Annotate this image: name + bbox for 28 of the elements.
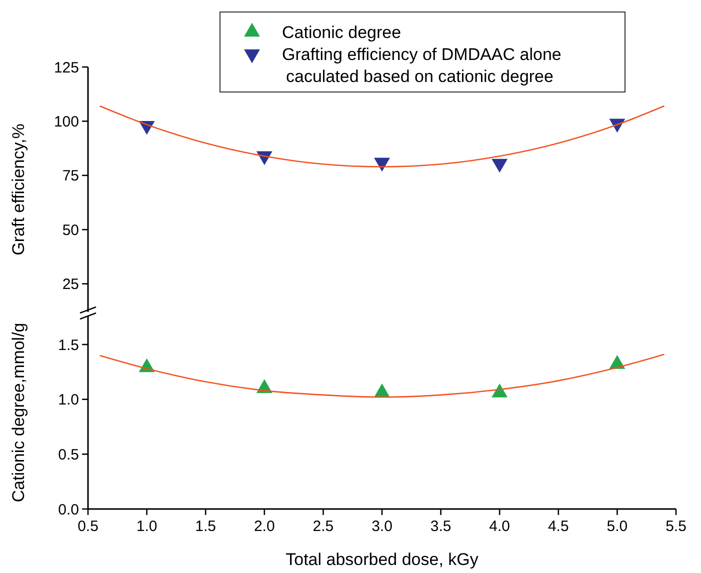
y-tick-label: 25 (62, 276, 79, 294)
legend-label: Cationic degree (282, 22, 402, 42)
line-series (99, 354, 665, 398)
point (492, 158, 508, 173)
y-tick-label: 1.0 (58, 392, 79, 409)
x-axis-title: Total absorbed dose, kGy (286, 550, 479, 569)
y-tick-label: 125 (54, 59, 79, 76)
y-tick-label: 0.0 (58, 501, 79, 518)
x-tick-label: 2.5 (312, 518, 334, 535)
y-tick-label: 0.5 (58, 446, 79, 464)
x-tick-label: 3.5 (430, 518, 452, 535)
x-tick-label: 1.0 (136, 518, 158, 535)
legend-label: Grafting efficiency of DMDAAC alone caculated based on cationic degree (282, 44, 562, 86)
y-axis-title: Graft efficiency,% (9, 124, 28, 256)
y-tick-label: 50 (62, 222, 79, 239)
y-tick-label: 100 (54, 113, 79, 130)
y-tick-label: 75 (62, 168, 79, 185)
x-tick-label: 0.5 (78, 518, 98, 535)
y-tick-label: 1.5 (58, 336, 79, 354)
x-tick-label: 2.0 (254, 518, 275, 535)
x-tick-label: 5.5 (666, 518, 686, 535)
x-tick-label: 4.5 (548, 518, 569, 535)
y-axis-title: Cationic degree,mmol/g (9, 322, 28, 502)
x-tick-label: 4.0 (489, 518, 510, 535)
point (492, 384, 508, 398)
x-tick-label: 5.0 (606, 518, 628, 535)
x-tick-label: 1.5 (195, 518, 216, 535)
x-tick-label: 3.0 (372, 518, 392, 535)
